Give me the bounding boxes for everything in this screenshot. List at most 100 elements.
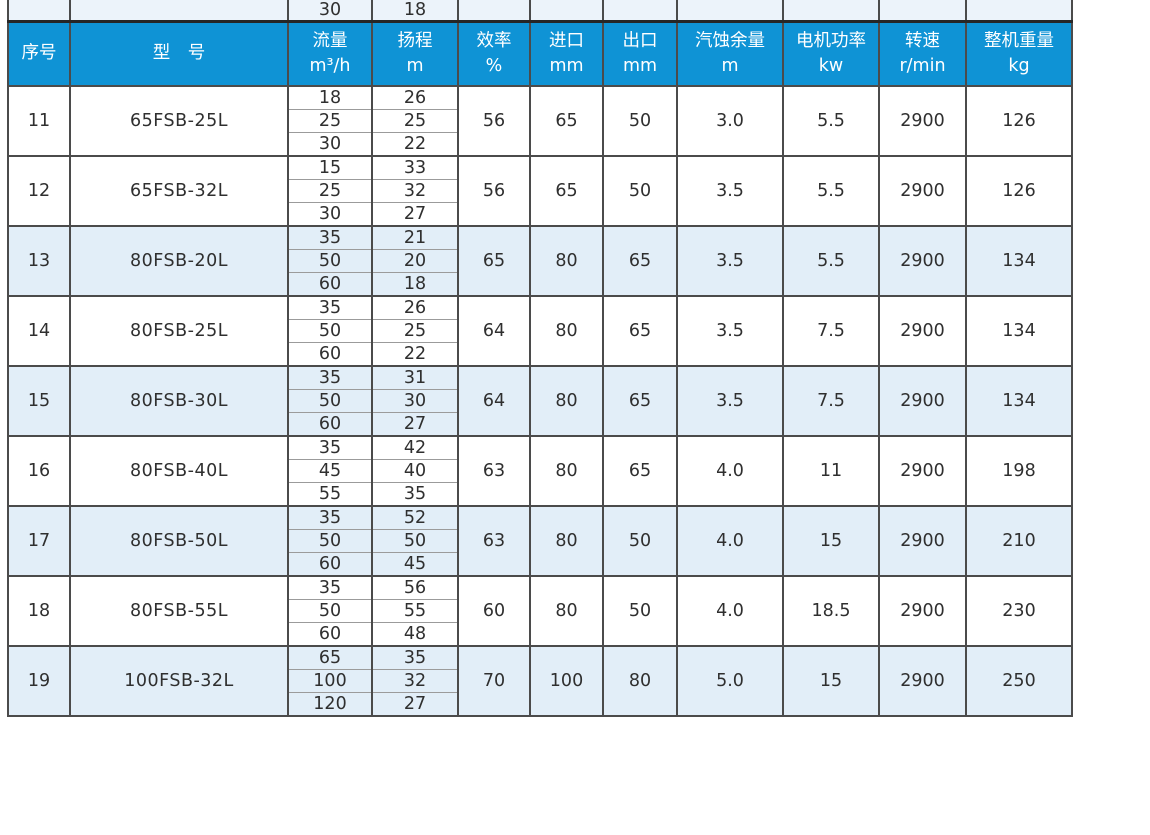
cell-speed: 2900 (878, 295, 967, 367)
pump-row-14-line3: 60 22 (8, 342, 1072, 367)
cell-head: 40 (371, 459, 459, 483)
cell-efficiency: 63 (457, 505, 531, 577)
cell-flow: 100 (287, 669, 373, 693)
pump-row-12-line3: 30 27 (8, 202, 1072, 227)
column-header-head: 扬程 m (371, 20, 459, 87)
cell-flow: 30 (287, 0, 373, 23)
cell-inlet: 80 (529, 295, 604, 367)
header-label-line2: mm (622, 56, 658, 76)
cell-efficiency: 56 (457, 155, 531, 227)
pump-row-14-line2: 50 25 (8, 319, 1072, 343)
cell-efficiency: 64 (457, 365, 531, 437)
cell-flow: 50 (287, 319, 373, 343)
cell-flow: 60 (287, 412, 373, 437)
pump-row-11-line1: 11 65FSB-25L 18 26 56 65 50 3.0 5.5 2900 126 (7, 85, 1073, 157)
column-header-model: 型 号 (69, 20, 289, 87)
cell-head: 27 (371, 202, 459, 227)
cell-model: 100FSB-32L (69, 645, 289, 717)
pump-row-15-line1: 15 80FSB-30L 35 31 64 80 65 3.5 7.5 2900 134 (7, 365, 1073, 437)
cell-flow: 35 (287, 295, 373, 320)
pump-row-19-line2: 100 32 (8, 669, 1072, 693)
cell-head: 35 (371, 482, 459, 507)
cell-model: 80FSB-55L (69, 575, 289, 647)
column-header-efficiency: 效率% (457, 20, 531, 87)
pump-row-13-line3: 60 18 (8, 272, 1072, 297)
cell-head: 31 (371, 365, 459, 390)
pump-row-11-line2: 25 25 (8, 109, 1072, 133)
cell-model: 65FSB-25L (69, 85, 289, 157)
cell-speed: 2900 (878, 155, 967, 227)
cell-flow: 50 (287, 249, 373, 273)
cell-model: 80FSB-20L (69, 225, 289, 297)
cell-inlet: 65 (529, 85, 604, 157)
pump-row-13-line2: 50 20 (8, 249, 1072, 273)
cell-power (782, 0, 880, 23)
cell-outlet: 50 (602, 85, 678, 157)
cell-flow: 35 (287, 505, 373, 530)
cell-outlet: 65 (602, 365, 678, 437)
cell-weight: 134 (965, 225, 1073, 297)
column-header-flow: 流量 m³/h (287, 20, 373, 87)
cell-serial: 14 (7, 295, 71, 367)
partial-previous-row: 30 18 (7, 0, 1073, 23)
cell-head: 48 (371, 622, 459, 647)
cell-power: 11 (782, 435, 880, 507)
cell-inlet: 80 (529, 575, 604, 647)
cell-efficiency: 64 (457, 295, 531, 367)
pump-row-12-line1: 12 65FSB-32L 15 33 56 65 50 3.5 5.5 2900 126 (7, 155, 1073, 227)
cell-weight: 210 (965, 505, 1073, 577)
pump-row-15-line2: 50 30 (8, 389, 1072, 413)
cell-head: 56 (371, 575, 459, 600)
cell-head: 25 (371, 109, 459, 133)
header-label-line1: 汽蚀余量 (695, 30, 765, 51)
cell-head: 35 (371, 645, 459, 670)
cell-head: 42 (371, 435, 459, 460)
cell-flow: 60 (287, 552, 373, 577)
cell-flow: 50 (287, 389, 373, 413)
pump-spec-table: 30 18 序号型 号流量 m³/h 扬程 m 效率% 进口 mm 出口 mm 汽蚀余量 m 电机功率 kw… (7, 0, 1073, 717)
cell-npsh: 5.0 (676, 645, 784, 717)
cell-weight: 250 (965, 645, 1073, 717)
header-label-line2: m³/h (309, 56, 351, 76)
cell-model (69, 0, 289, 23)
pump-row-17-line1: 17 80FSB-50L 35 52 63 80 50 4.0 15 2900 210 (7, 505, 1073, 577)
header-label-line2: kw (818, 56, 844, 76)
cell-flow: 30 (287, 132, 373, 157)
cell-head: 30 (371, 389, 459, 413)
pump-row-17-line3: 60 45 (8, 552, 1072, 577)
cell-head: 33 (371, 155, 459, 180)
cell-power: 7.5 (782, 365, 880, 437)
cell-flow: 30 (287, 202, 373, 227)
cell-head: 26 (371, 295, 459, 320)
cell-efficiency: 60 (457, 575, 531, 647)
cell-head: 18 (371, 272, 459, 297)
cell-efficiency (457, 0, 531, 23)
cell-efficiency: 56 (457, 85, 531, 157)
cell-head: 25 (371, 319, 459, 343)
pump-row-17-line2: 50 50 (8, 529, 1072, 553)
pump-row-13-line1: 13 80FSB-20L 35 21 65 80 65 3.5 5.5 2900 134 (7, 225, 1073, 297)
header-label-line1: 进口 (549, 30, 584, 51)
cell-inlet: 80 (529, 225, 604, 297)
pump-row-12-line2: 25 32 (8, 179, 1072, 203)
table-header: 30 18 序号 型 号 流量 m³/h 扬程 m 效率% 进口 mm 出口 mm 汽蚀余量 m 电机功率 kw… (7, 0, 1073, 87)
header-label-line1: 流量 (312, 30, 348, 51)
header-label-line1: 型 号 (152, 43, 206, 64)
cell-outlet: 50 (602, 155, 678, 227)
cell-serial: 12 (7, 155, 71, 227)
header-label-line1: 整机重量 (984, 30, 1054, 51)
pump-row-18-line3: 60 48 (8, 622, 1072, 647)
cell-weight: 198 (965, 435, 1073, 507)
pump-row-18-line2: 50 55 (8, 599, 1072, 623)
cell-speed: 2900 (878, 575, 967, 647)
table-body: 11 65FSB-25L 18 26 56 65 50 3.0 5.5 2900 126 25 25 30… (7, 85, 1073, 717)
cell-power: 5.5 (782, 155, 880, 227)
cell-outlet: 65 (602, 225, 678, 297)
cell-power: 5.5 (782, 225, 880, 297)
cell-flow: 50 (287, 599, 373, 623)
pump-row-11-line3: 30 22 (8, 132, 1072, 157)
pump-row-16-line2: 45 40 (8, 459, 1072, 483)
pump-row-19-line3: 120 27 (8, 692, 1072, 717)
cell-speed (878, 0, 967, 23)
cell-flow: 18 (287, 85, 373, 110)
